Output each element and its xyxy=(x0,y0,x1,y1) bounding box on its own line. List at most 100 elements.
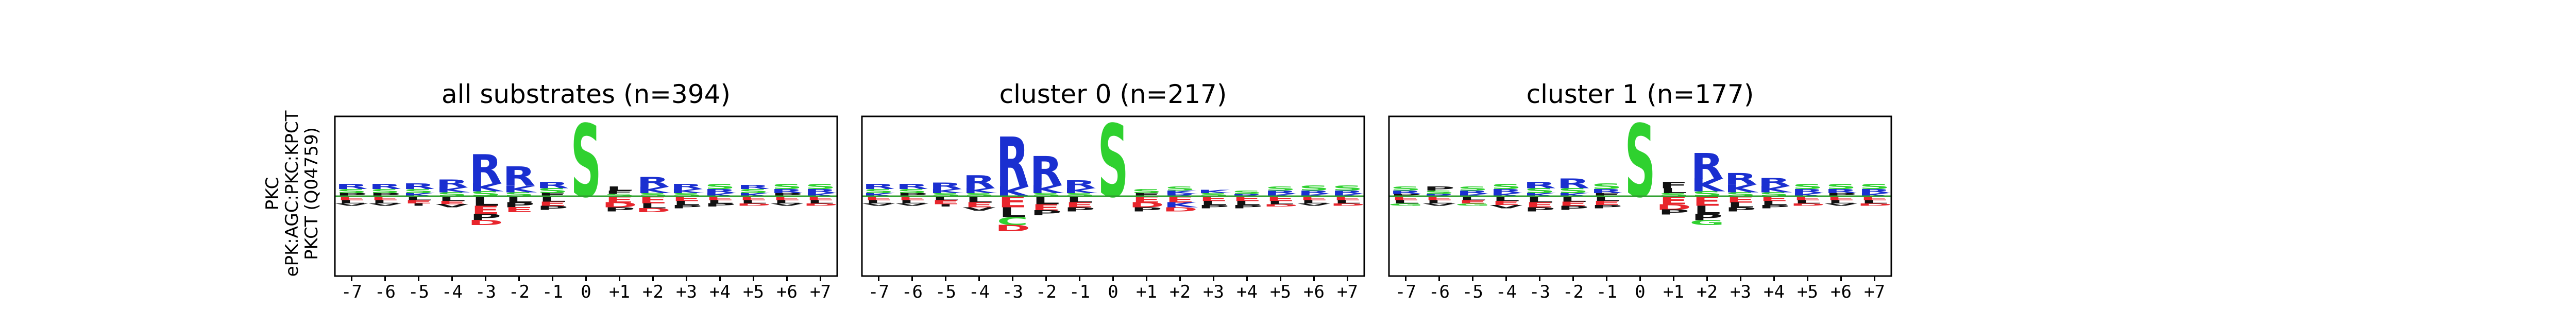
logo-letter-L-+4: L xyxy=(1233,200,1261,207)
logo-letter-R--7: R xyxy=(862,183,895,191)
x-tick-label: 0 xyxy=(581,282,591,302)
logo-letter-V--6: V xyxy=(1422,203,1456,207)
logo-letter-K-+2: K xyxy=(636,185,671,195)
logo-letter-S-+2: S xyxy=(638,192,669,197)
logo-letter-S--1: S xyxy=(1064,192,1095,197)
logo-letter-S-0: S xyxy=(1625,105,1656,220)
logo-letter-E--4: E xyxy=(437,200,467,205)
logo-letter-S--5: S xyxy=(930,192,961,197)
x-tick-label: -4 xyxy=(969,282,990,302)
logo-letter-S--7: S xyxy=(863,188,894,195)
logo-letter-R--4: R xyxy=(963,172,996,193)
x-tick-label: +5 xyxy=(1797,282,1818,302)
logo-letter-P-+4: P xyxy=(704,202,736,208)
logo-letter-K-+5: K xyxy=(737,192,772,197)
x-tick-label: -6 xyxy=(375,282,396,302)
logo-letter-K--5: K xyxy=(929,188,963,195)
logo-letter-G--7: G xyxy=(1388,203,1423,207)
logo-letter-P--1: P xyxy=(1064,206,1095,213)
x-tick-label: -1 xyxy=(542,282,563,302)
logo-letter-S-+4: S xyxy=(705,183,736,191)
logo-letter-L--7: L xyxy=(1392,199,1419,204)
panel-frame xyxy=(334,115,838,277)
y-axis-label-line-2: ePK:AGC:PKC:KPCT xyxy=(282,110,302,277)
logo-letter-S-0: S xyxy=(571,105,602,220)
logo-letter-K-+5: K xyxy=(1791,192,1826,197)
logo-letter-P-+1: P xyxy=(1131,206,1162,213)
logo-letter-L-+5: L xyxy=(1267,200,1294,205)
logo-letter-K-+7: K xyxy=(1858,192,1893,197)
logo-letter-P--6: P xyxy=(1423,185,1455,192)
logo-letter-L-+7: L xyxy=(1334,199,1361,204)
logo-letter-L-+4: L xyxy=(706,199,734,204)
x-tick-label: +7 xyxy=(1337,282,1358,302)
logo-letter-K-+2: K xyxy=(1163,190,1198,195)
logo-letter-R-+4: R xyxy=(704,188,737,195)
logo-letter-P--6: P xyxy=(896,192,928,197)
logo-letter-S-+3: S xyxy=(1198,192,1229,197)
logo-letter-G--5: G xyxy=(1455,203,1490,207)
logo-letter-K--4: K xyxy=(962,187,997,195)
logo-panel-1: cluster 0 (n=217)KSRELVPSRELVSKRLEISKRLE… xyxy=(861,79,1366,302)
logo-letter-R-+7: R xyxy=(804,188,837,195)
logo-letter-L-+6: L xyxy=(1300,199,1328,204)
logo-letter-P--1: P xyxy=(537,204,568,211)
x-tick-label: -2 xyxy=(1563,282,1584,302)
logo-letter-S--1: S xyxy=(537,187,568,195)
logo-letter-K-+3: K xyxy=(670,188,704,195)
logo-letter-E--5: E xyxy=(404,199,433,204)
logo-letter-R--5: R xyxy=(929,181,962,191)
logo-letter-K-+5: K xyxy=(1264,193,1299,197)
logo-letter-P-+2: P xyxy=(1691,212,1723,222)
logo-letter-F-+1: F xyxy=(605,190,634,195)
logo-letter-V-+6: V xyxy=(1297,203,1331,207)
logo-letter-R--2: R xyxy=(1030,148,1063,195)
logo-letter-P-+4: P xyxy=(1231,204,1263,209)
x-tick-label: -2 xyxy=(1036,282,1057,302)
logo-letter-R--6: R xyxy=(369,183,402,191)
panel-frame xyxy=(1388,115,1892,277)
x-tick-label: 0 xyxy=(1635,282,1645,302)
logo-letter-E-+2: E xyxy=(1165,195,1195,205)
x-tick-label: +4 xyxy=(1236,282,1258,302)
logo-letter-L--6: L xyxy=(371,199,399,204)
logo-letter-S--5: S xyxy=(1458,185,1488,192)
logo-letter-L-+4: L xyxy=(1760,200,1788,207)
logo-letter-S--7: S xyxy=(336,188,367,195)
logo-letter-S-+5: S xyxy=(738,188,769,195)
logo-letter-F--1: F xyxy=(1592,192,1621,197)
logo-letter-S-+7: S xyxy=(1859,183,1890,191)
panel-title: cluster 0 (n=217) xyxy=(999,79,1227,109)
x-tick-label: +6 xyxy=(1831,282,1852,302)
panel-title: cluster 1 (n=177) xyxy=(1527,79,1754,109)
logo-letter-P--2: P xyxy=(1557,204,1589,211)
x-tick-label: +3 xyxy=(1730,282,1751,302)
logo-letter-E--3: E xyxy=(471,204,500,217)
logo-letter-P-+3: P xyxy=(1725,206,1756,213)
panel-frame xyxy=(861,115,1365,277)
logo-letter-R-+6: R xyxy=(1298,190,1331,195)
logo-letter-E--1: E xyxy=(538,201,567,208)
x-tick-label: -1 xyxy=(1596,282,1617,302)
logo-letter-P-+1: P xyxy=(1658,209,1689,216)
logo-letter-R--2: R xyxy=(503,162,536,193)
logo-letter-V--6: V xyxy=(368,203,402,207)
logo-letter-K--3: K xyxy=(469,181,503,194)
logo-letter-P--7: P xyxy=(336,192,367,197)
x-tick-label: -7 xyxy=(1395,282,1416,302)
x-tick-label: +1 xyxy=(1663,282,1684,302)
logo-letters: PRSELGRSPELVKRSLEGKRSLEVKSRLEPKSRLEPFRSL… xyxy=(1388,105,1892,227)
logo-letter-L-+2: L xyxy=(1693,204,1721,217)
logo-letter-S-+5: S xyxy=(1265,185,1296,192)
logo-letter-D-+5: D xyxy=(1263,203,1298,208)
logo-letter-P--3: P xyxy=(1524,206,1555,213)
logo-letter-K-+4: K xyxy=(703,192,738,197)
logo-letter-S--6: S xyxy=(1424,190,1455,195)
logo-letter-L--4: L xyxy=(965,195,993,205)
logo-letter-L--6: L xyxy=(1426,199,1453,204)
logo-letter-K--5: K xyxy=(402,192,437,197)
logo-letter-S--2: S xyxy=(1558,187,1589,195)
x-tick-label: +6 xyxy=(776,282,798,302)
logo-letter-F--1: F xyxy=(538,192,567,197)
logo-letter-L--1: L xyxy=(539,195,566,203)
